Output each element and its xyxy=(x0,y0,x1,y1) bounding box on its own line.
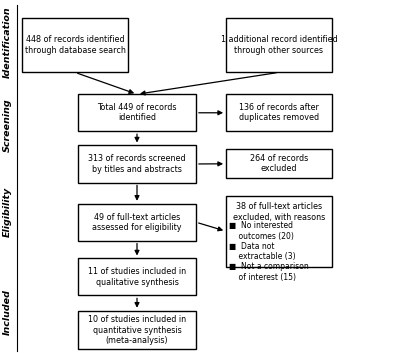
Text: 136 of records after
duplicates removed: 136 of records after duplicates removed xyxy=(239,103,319,122)
Text: ■  Not a comparison
    of interest (15): ■ Not a comparison of interest (15) xyxy=(229,262,308,282)
FancyBboxPatch shape xyxy=(226,196,332,267)
Text: ■  No interested
    outcomes (20): ■ No interested outcomes (20) xyxy=(229,221,294,241)
Text: 1 additional record identified
through other sources: 1 additional record identified through o… xyxy=(221,35,337,55)
Text: Screening: Screening xyxy=(3,98,12,152)
FancyBboxPatch shape xyxy=(22,18,128,72)
Text: ■  Data not
    extractable (3): ■ Data not extractable (3) xyxy=(229,242,296,261)
Text: 264 of records
excluded: 264 of records excluded xyxy=(250,154,308,173)
Text: Eligibility: Eligibility xyxy=(3,187,12,237)
Text: 49 of full-text articles
assessed for eligibility: 49 of full-text articles assessed for el… xyxy=(92,213,182,232)
FancyBboxPatch shape xyxy=(226,18,332,72)
Text: 11 of studies included in
qualitative synthesis: 11 of studies included in qualitative sy… xyxy=(88,267,186,287)
FancyBboxPatch shape xyxy=(226,94,332,131)
Text: Identification: Identification xyxy=(3,7,12,78)
FancyBboxPatch shape xyxy=(78,258,196,295)
FancyBboxPatch shape xyxy=(78,145,196,183)
Text: Total 449 of records
identified: Total 449 of records identified xyxy=(97,103,177,122)
FancyBboxPatch shape xyxy=(78,311,196,349)
FancyBboxPatch shape xyxy=(78,204,196,241)
Text: 10 of studies included in
quantitative synthesis
(meta-analysis): 10 of studies included in quantitative s… xyxy=(88,315,186,345)
FancyBboxPatch shape xyxy=(226,149,332,178)
FancyBboxPatch shape xyxy=(78,94,196,131)
Text: 448 of records identified
through database search: 448 of records identified through databa… xyxy=(24,35,126,55)
Text: 38 of full-text articles
excluded, with reasons: 38 of full-text articles excluded, with … xyxy=(233,202,325,222)
Text: 313 of records screened
by titles and abstracts: 313 of records screened by titles and ab… xyxy=(88,154,186,174)
Text: Included: Included xyxy=(3,289,12,335)
